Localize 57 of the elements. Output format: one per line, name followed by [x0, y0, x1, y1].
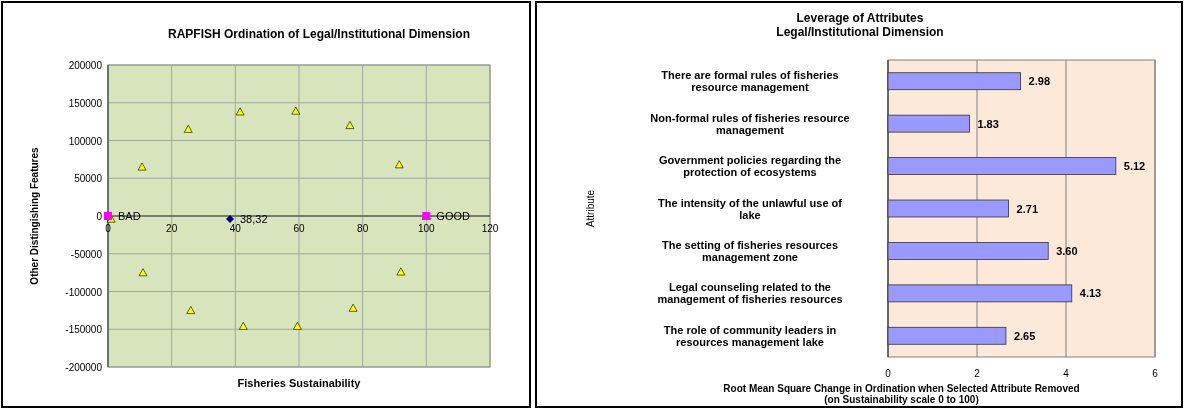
y-tick-label: The role of community leaders in resources management lake [663, 323, 837, 348]
point [291, 106, 301, 115]
data-label: 5.12 [1123, 160, 1146, 173]
y-tick-label: The intensity of the unlawful use of lake [658, 196, 843, 221]
x-tick-label: 80 [357, 223, 369, 234]
x-tick-label: 0 [105, 223, 112, 234]
x-tick-label: 4 [1063, 368, 1070, 379]
point [138, 268, 148, 277]
data-label: 2.71 [1016, 202, 1039, 215]
data-label: 3.60 [1056, 244, 1078, 257]
y-tick-label: 150000 [68, 97, 103, 109]
point [348, 303, 358, 312]
x-tick-label: 0 [885, 368, 892, 379]
chart-title: RAPFISH Ordination of Legal/Institutional Dimension [167, 27, 471, 41]
point [186, 306, 196, 314]
point [137, 162, 147, 171]
x-tick-label: 120 [481, 223, 499, 234]
y-tick-label: There are formal rules of fisheries resource management [661, 69, 839, 94]
data-label: 2.98 [1028, 75, 1051, 88]
chart-title: Leverage of Attributes Legal/Institutional Dimension [776, 11, 944, 39]
annotation: 38,32 [239, 213, 268, 226]
point [396, 267, 406, 276]
point [238, 321, 248, 330]
y-tick-label: -50000 [70, 248, 103, 260]
y-tick-label: -100000 [65, 286, 103, 298]
data-label: 4.13 [1079, 287, 1102, 300]
y-axis-title: Attribute [585, 189, 596, 228]
point [235, 107, 245, 116]
y-tick-label: The setting of fisheries resources management zone [661, 238, 839, 263]
y-tick-label: 50000 [74, 173, 103, 185]
y-tick-label: Legal counseling related to the management of fisheries resources [657, 281, 843, 306]
x-tick-label: 6 [1152, 368, 1159, 379]
point [345, 121, 355, 129]
point [394, 160, 404, 169]
y-tick-label: Non-formal rules of fisheries resource management [650, 111, 850, 136]
y-tick-label: -150000 [65, 324, 103, 336]
point [225, 215, 234, 224]
y-tick-label: -200000 [65, 362, 103, 373]
annotation: GOOD [436, 210, 470, 222]
point [183, 124, 193, 133]
annotation: BAD [118, 210, 141, 222]
y-tick-label: 100000 [68, 135, 103, 147]
point [104, 212, 112, 220]
data-label: 1.83 [977, 117, 999, 130]
x-tick-label: 2 [974, 368, 981, 379]
point [293, 321, 302, 330]
x-tick-label: 40 [229, 223, 242, 234]
x-tick-label: 20 [166, 223, 178, 234]
y-axis-title: Other Distingishing Features [29, 146, 40, 285]
x-tick-label: 100 [417, 223, 436, 234]
x-tick-label: 60 [293, 223, 305, 234]
x-axis-title: Fisheries Sustainability [237, 377, 362, 389]
y-tick-label: 0 [96, 211, 103, 222]
data-label: 2.65 [1013, 329, 1036, 342]
y-tick-label: Government policies regarding the protection of ecosystems [658, 154, 842, 179]
x-axis-title: Root Mean Square Change in Ordination when Selected Attribute Removed (on Sustainability scale 0 to 100) [723, 383, 1080, 405]
y-tick-label: 200000 [68, 60, 103, 71]
